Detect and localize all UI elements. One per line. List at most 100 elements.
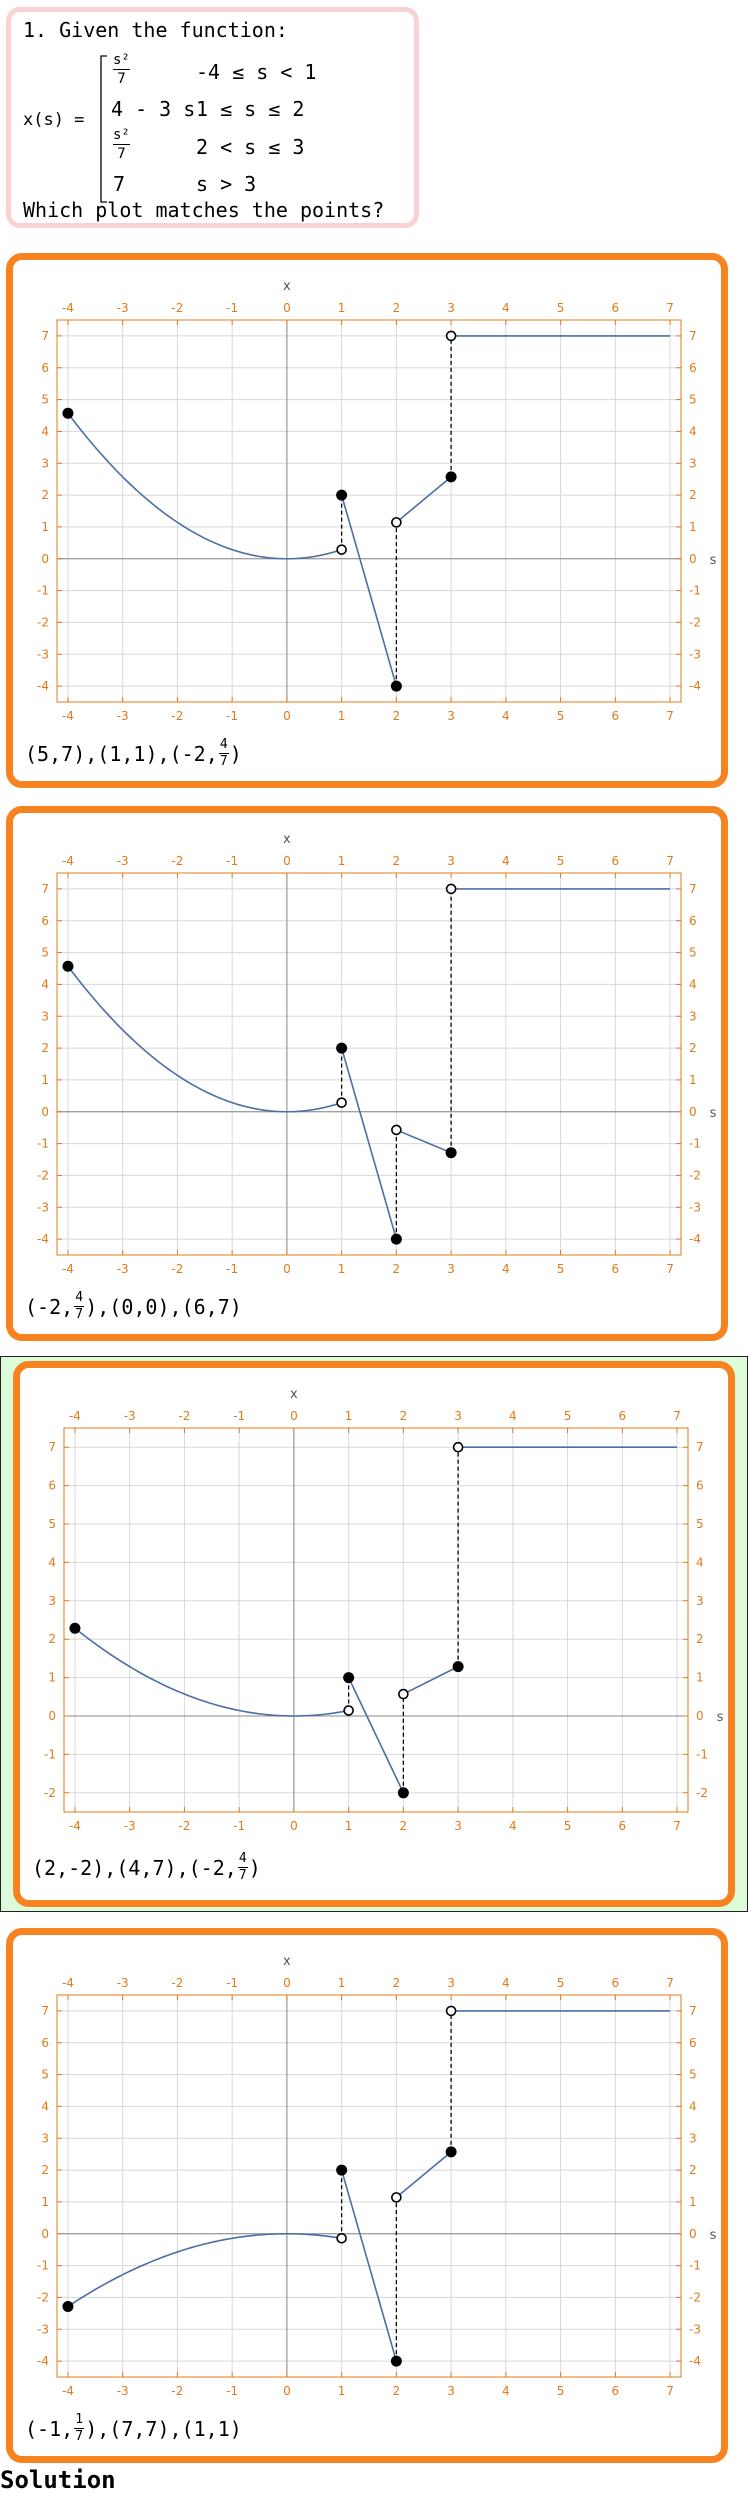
x-tick-label-bottom: 5 bbox=[557, 2384, 565, 2398]
x-tick-label-bottom: 0 bbox=[283, 709, 291, 723]
y-tick-label-right: -3 bbox=[689, 2322, 701, 2336]
plot-frame bbox=[56, 319, 682, 703]
open-point bbox=[343, 1705, 354, 1716]
filled-point bbox=[62, 960, 74, 972]
y-tick-label-right: 4 bbox=[696, 1555, 704, 1569]
y-tick-label-right: 1 bbox=[696, 1671, 704, 1685]
y-tick-label-left: 3 bbox=[41, 1009, 49, 1023]
x-tick-label-bottom: 6 bbox=[611, 709, 619, 723]
y-tick-label-left: 4 bbox=[41, 977, 49, 991]
x-tick-label-top: 0 bbox=[283, 1976, 291, 1990]
option-4-plot: x s -4 -4 -3 -3 -2 -2 -1 -1 0 0 1 1 2 2 3 3 4 4 5 5 6 6 7 7 7 7 6 6 5 5… bbox=[37, 1954, 717, 2398]
answer-option-2[interactable]: x s -4 -4 -3 -3 -2 -2 -1 -1 0 0 1 1 2 2 3 3 4 4 5 5 6 6 7 7 7 7 6 6 5 5… bbox=[6, 806, 728, 1341]
filled-point bbox=[452, 1661, 464, 1673]
open-point bbox=[391, 2192, 402, 2203]
plot-frame bbox=[63, 1427, 689, 1813]
x-tick-label-top: 4 bbox=[502, 854, 510, 868]
y-tick-label-left: -1 bbox=[37, 584, 49, 598]
open-point bbox=[445, 330, 457, 342]
filled-point bbox=[445, 1147, 457, 1159]
x-tick-label-bottom: 3 bbox=[454, 1819, 462, 1833]
y-tick-label-right: 0 bbox=[689, 2227, 697, 2241]
y-tick-label-right: 7 bbox=[689, 2004, 697, 2018]
x-tick-label-bottom: 7 bbox=[666, 1262, 674, 1276]
y-tick-label-left: -1 bbox=[37, 2259, 49, 2273]
x-tick-label-bottom: 0 bbox=[290, 1819, 298, 1833]
x-tick-label-top: -4 bbox=[69, 1409, 81, 1423]
open-point bbox=[452, 1441, 464, 1453]
caption-point: (1, 1) bbox=[97, 741, 158, 766]
y-tick-label-left: 4 bbox=[41, 2099, 49, 2113]
y-tick-label-left: -4 bbox=[37, 679, 49, 693]
piece-3-expression: s² 7 bbox=[113, 127, 130, 162]
option-2-caption: (-2, 4 7),(0, 0),(6, 7) bbox=[25, 1290, 242, 1322]
y-tick-label-right: -3 bbox=[689, 647, 701, 661]
piece-1-expression: s² 7 bbox=[113, 52, 130, 87]
y-tick-label-left: 2 bbox=[48, 1632, 56, 1646]
y-tick-label-right: 1 bbox=[689, 1073, 697, 1087]
function-segment bbox=[403, 1665, 459, 1695]
caption-point: (-2, 4 7) bbox=[169, 737, 242, 769]
x-tick-label-bottom: 4 bbox=[502, 709, 510, 723]
x-tick-label-bottom: 2 bbox=[393, 2384, 401, 2398]
x-axis-label: x bbox=[283, 279, 291, 294]
x-tick-label-top: 0 bbox=[283, 301, 291, 315]
y-tick-label-left: -1 bbox=[44, 1747, 56, 1761]
x-tick-label-bottom: 6 bbox=[611, 1262, 619, 1276]
y-tick-label-right: 4 bbox=[689, 424, 697, 438]
x-tick-label-bottom: 7 bbox=[673, 1819, 681, 1833]
function-segment bbox=[340, 494, 398, 687]
x-tick-label-bottom: -2 bbox=[178, 1819, 190, 1833]
y-tick-label-left: -4 bbox=[37, 2354, 49, 2368]
x-tick-label-bottom: 4 bbox=[502, 1262, 510, 1276]
answer-option-1[interactable]: x s -4 -4 -3 -3 -2 -2 -1 -1 0 0 1 1 2 2 3 3 4 4 5 5 6 6 7 7 7 7 6 6 5 5… bbox=[6, 253, 728, 788]
y-tick-label-right: 3 bbox=[689, 2131, 697, 2145]
y-tick-label-left: 6 bbox=[41, 914, 49, 928]
answer-option-3[interactable]: x s -4 -4 -3 -3 -2 -2 -1 -1 0 0 1 1 2 2 3 3 4 4 5 5 6 6 7 7 7 7 6 6 5 5… bbox=[13, 1361, 735, 1907]
x-tick-label-bottom: 4 bbox=[509, 1819, 517, 1833]
y-tick-label-left: 1 bbox=[41, 520, 49, 534]
x-tick-label-top: 3 bbox=[454, 1409, 462, 1423]
x-tick-label-top: -1 bbox=[226, 301, 238, 315]
y-tick-label-left: 0 bbox=[48, 1709, 56, 1723]
x-tick-label-top: 4 bbox=[502, 1976, 510, 1990]
x-tick-label-top: 6 bbox=[611, 301, 619, 315]
y-tick-label-left: 1 bbox=[41, 2195, 49, 2209]
piece-2-expression: 4 - 3 s bbox=[111, 97, 196, 121]
filled-point bbox=[69, 1622, 81, 1634]
x-tick-label-bottom: 1 bbox=[345, 1819, 353, 1833]
answer-option-4[interactable]: x s -4 -4 -3 -3 -2 -2 -1 -1 0 0 1 1 2 2 3 3 4 4 5 5 6 6 7 7 7 7 6 6 5 5… bbox=[6, 1928, 728, 2463]
piecewise-brace bbox=[100, 55, 107, 203]
y-tick-label-right: 4 bbox=[689, 2099, 697, 2113]
y-tick-label-right: 6 bbox=[696, 1479, 704, 1493]
y-tick-label-left: 3 bbox=[41, 2131, 49, 2145]
question-box: 1. Given the function: x(s) = s² 7 -4 ≤ s… bbox=[6, 7, 419, 228]
x-tick-label-top: 0 bbox=[283, 854, 291, 868]
filled-point bbox=[336, 489, 348, 501]
y-tick-label-left: -2 bbox=[37, 615, 49, 629]
y-tick-label-left: -2 bbox=[37, 2290, 49, 2304]
x-tick-label-bottom: 2 bbox=[400, 1819, 408, 1833]
piece-4-expression: 7 bbox=[113, 172, 126, 196]
y-tick-label-left: 7 bbox=[41, 329, 49, 343]
x-tick-label-top: -4 bbox=[62, 301, 74, 315]
filled-point bbox=[343, 1672, 355, 1684]
x-tick-label-bottom: -1 bbox=[226, 2384, 238, 2398]
x-tick-label-top: -4 bbox=[62, 854, 74, 868]
x-tick-label-top: 2 bbox=[393, 854, 401, 868]
x-tick-label-bottom: -4 bbox=[62, 2384, 74, 2398]
x-axis-label: x bbox=[290, 1387, 298, 1402]
y-tick-label-right: -1 bbox=[689, 2259, 701, 2273]
y-tick-label-right: 5 bbox=[696, 1517, 704, 1531]
y-tick-label-right: 6 bbox=[689, 361, 697, 375]
function-segment bbox=[340, 2169, 398, 2362]
x-tick-label-bottom: 6 bbox=[618, 1819, 626, 1833]
y-tick-label-right: 2 bbox=[696, 1632, 704, 1646]
x-tick-label-top: 4 bbox=[502, 301, 510, 315]
y-tick-label-right: 7 bbox=[689, 882, 697, 896]
caption-point: (2, -2) bbox=[32, 1855, 105, 1880]
piece-1-condition: -4 ≤ s < 1 bbox=[196, 60, 317, 84]
x-tick-label-bottom: 3 bbox=[447, 2384, 455, 2398]
y-tick-label-left: 0 bbox=[41, 552, 49, 566]
